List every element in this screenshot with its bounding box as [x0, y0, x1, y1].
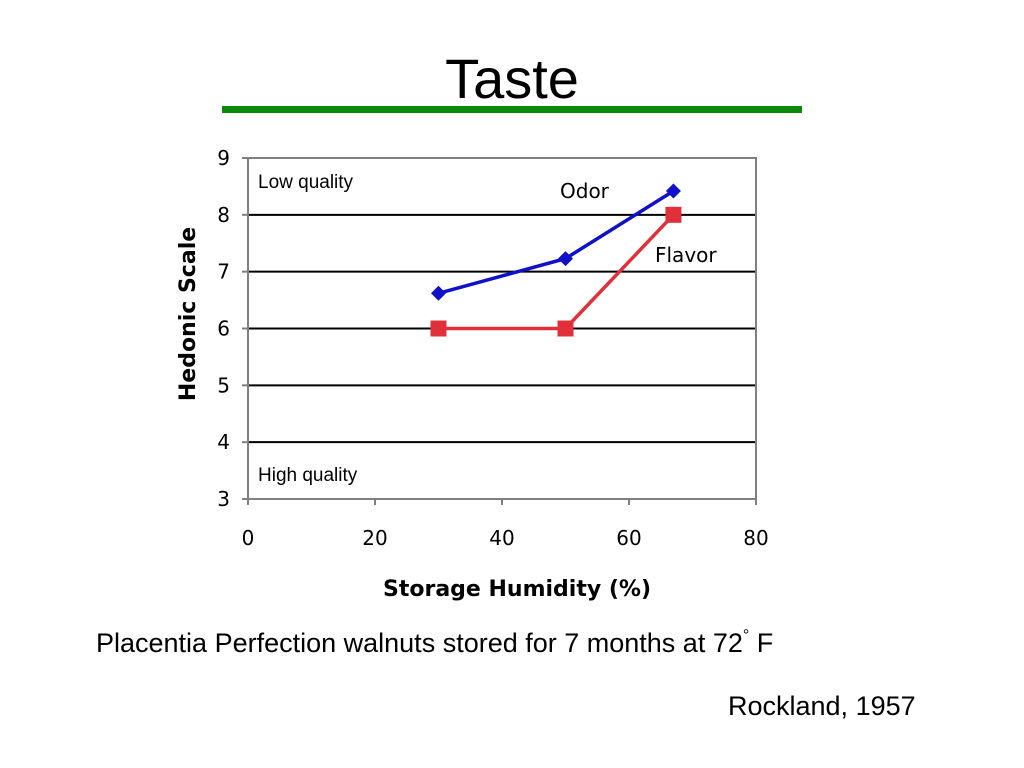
y-axis-title: Hedonic Scale	[176, 227, 201, 401]
x-axis-title: Storage Humidity (%)	[383, 577, 651, 602]
y-tick-label-9: 9	[217, 146, 230, 170]
point-odor-30	[431, 285, 446, 301]
caption-main: Placentia Perfection walnuts stored for …	[96, 628, 743, 658]
citation: Rockland, 1957	[728, 691, 916, 721]
y-tick-label-8: 8	[217, 203, 230, 227]
series-layer	[430, 183, 682, 337]
slide-title: Taste	[445, 47, 579, 110]
x-tick-label-60: 60	[616, 526, 641, 550]
caption-unit: F	[756, 628, 774, 658]
x-tick-label-0: 0	[242, 526, 255, 550]
caption: Placentia Perfection walnuts stored for …	[96, 616, 773, 663]
point-flavor-30	[430, 320, 447, 337]
x-tick-label-80: 80	[743, 526, 768, 550]
y-axis-ticks: 3 4 5 6 7 8 9	[217, 146, 248, 511]
y-tick-label-4: 4	[217, 430, 230, 454]
series-label-flavor: Flavor	[655, 243, 717, 267]
series-label-odor: Odor	[560, 179, 610, 203]
point-flavor-50	[557, 320, 574, 337]
degree-symbol: °	[742, 627, 750, 644]
annotation-high-quality: High quality	[258, 465, 358, 486]
title-underline	[222, 106, 802, 113]
y-tick-label-7: 7	[217, 260, 230, 284]
x-tick-label-20: 20	[362, 526, 387, 550]
x-tick-label-40: 40	[489, 526, 514, 550]
point-flavor-67	[665, 206, 682, 223]
point-odor-67	[665, 183, 681, 199]
series-line-odor	[438, 189, 675, 295]
x-axis-ticks: 0 20 40 60 80	[242, 499, 769, 550]
y-tick-label-6: 6	[217, 317, 230, 341]
y-tick-label-5: 5	[217, 373, 230, 397]
point-odor-50	[558, 251, 573, 267]
y-tick-label-3: 3	[217, 487, 230, 511]
annotation-low-quality: Low quality	[258, 172, 354, 193]
